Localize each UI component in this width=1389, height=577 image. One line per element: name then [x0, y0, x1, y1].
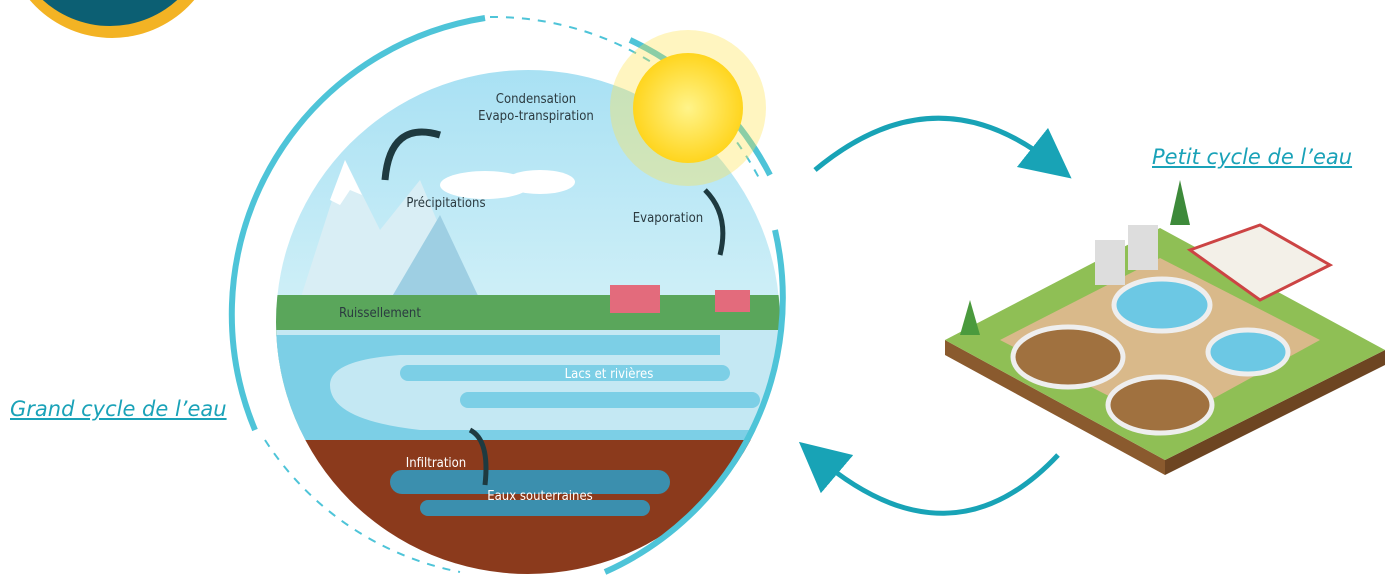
- grand-cycle-link[interactable]: Grand cycle de l’eau: [10, 397, 227, 421]
- label: Lacs et rivières: [565, 367, 654, 382]
- page-body: Condensation Evapo-transpiration Précipi…: [0, 0, 1389, 577]
- label: Précipitations: [406, 196, 485, 211]
- label: Eaux souterraines: [487, 489, 593, 504]
- arrow: [818, 455, 1058, 513]
- treatment-plant: [945, 180, 1385, 475]
- sun: [633, 53, 743, 163]
- label: Ruissellement: [339, 306, 421, 321]
- illustration: Condensation Evapo-transpiration Précipi…: [0, 0, 1389, 577]
- label: Condensation: [496, 92, 576, 107]
- arrow: [815, 118, 1052, 170]
- label: Evapo-transpiration: [478, 109, 594, 124]
- petit-cycle-link[interactable]: Petit cycle de l’eau: [1152, 145, 1352, 169]
- label: Infiltration: [406, 456, 466, 471]
- page: Cycle de l'eau {"links": {"grand_cycle":…: [0, 0, 1389, 577]
- label: Evaporation: [633, 211, 703, 226]
